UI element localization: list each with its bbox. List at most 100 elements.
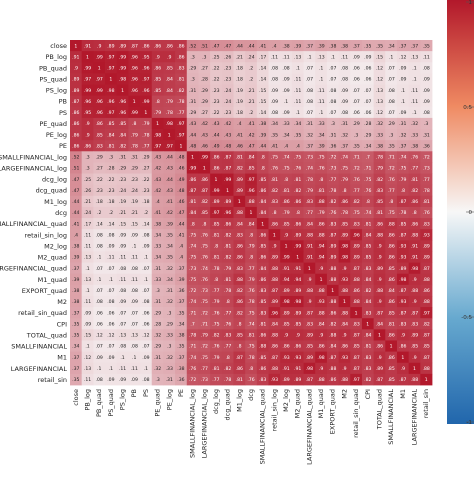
cell-value-label: .79 xyxy=(224,266,231,272)
heatmap-cell xyxy=(268,273,281,286)
cell-value-label: .86 xyxy=(271,344,278,350)
cell-value-label: .18 xyxy=(142,199,149,205)
heatmap-cell xyxy=(408,106,421,119)
heatmap-cell xyxy=(338,206,351,219)
cell-value-label: .24 xyxy=(224,88,231,94)
heatmap-cell xyxy=(326,240,339,252)
cell-value-label: .79 xyxy=(341,177,348,183)
heatmap-cell xyxy=(151,273,164,286)
heatmap-cells xyxy=(70,40,433,386)
cell-value-label: .86 xyxy=(423,288,430,294)
heatmap-cell xyxy=(350,373,363,386)
heatmap-cell xyxy=(186,162,199,174)
heatmap-cell xyxy=(105,62,118,74)
heatmap-cell xyxy=(105,95,118,108)
heatmap-cell xyxy=(396,40,410,52)
cell-value-label: .73 xyxy=(329,166,336,172)
heatmap-cell xyxy=(303,40,316,52)
cell-value-label: 1 xyxy=(331,288,334,294)
heatmap-cell xyxy=(338,173,351,186)
cell-value-label: .08 xyxy=(131,344,138,350)
cell-value-label: .78 xyxy=(329,188,336,194)
heatmap-cell xyxy=(280,307,293,319)
cell-value-label: .18 xyxy=(96,199,103,205)
cell-value-label: .78 xyxy=(399,210,406,216)
heatmap-cell xyxy=(338,273,351,286)
cell-value-label: .87 xyxy=(189,188,196,194)
cell-value-label: .24 xyxy=(131,188,138,194)
cell-value-label: .18 xyxy=(107,199,114,205)
cell-value-label: .97 xyxy=(177,121,184,127)
cell-value-label: .9 xyxy=(377,244,381,250)
cell-value-label: .9 xyxy=(155,54,159,60)
heatmap-cell xyxy=(198,84,211,97)
cell-value-label: .87 xyxy=(376,310,383,316)
heatmap-cell xyxy=(245,184,258,197)
cell-value-label: .42 xyxy=(224,121,231,127)
cell-value-label: .89 xyxy=(236,177,243,183)
heatmap-cell xyxy=(315,140,328,152)
cell-value-label: .8 xyxy=(237,321,241,327)
heatmap-cell xyxy=(128,173,141,186)
cell-value-label: .35 xyxy=(72,333,79,339)
cell-value-label: .94 xyxy=(282,277,289,283)
heatmap-cell xyxy=(315,129,328,141)
heatmap-cell xyxy=(326,106,339,119)
cell-value-label: .84 xyxy=(166,88,173,94)
heatmap-cell xyxy=(210,184,223,197)
heatmap-cell xyxy=(93,362,106,375)
cell-value-label: .38 xyxy=(177,366,184,372)
heatmap-cell xyxy=(128,295,141,308)
cell-value-label: .08 xyxy=(341,110,348,116)
cell-value-label: .08 xyxy=(142,377,149,383)
cell-value-label: .82 xyxy=(271,188,278,194)
column-tick-label: M2_quad xyxy=(294,389,302,418)
heatmap-cell xyxy=(280,318,293,330)
heatmap-cell xyxy=(315,73,328,85)
cell-value-label: 1 xyxy=(413,366,416,372)
cell-value-label: .09 xyxy=(84,321,91,327)
heatmap-cell xyxy=(396,229,410,241)
cell-value-label: .07 xyxy=(364,88,371,94)
heatmap-cell xyxy=(70,262,83,275)
column-tick-label: M1_log xyxy=(235,389,243,412)
heatmap-cell xyxy=(81,40,94,52)
heatmap-cell xyxy=(198,373,211,386)
cell-value-label: .83 xyxy=(236,266,243,272)
heatmap-cell xyxy=(93,173,106,186)
heatmap-cell xyxy=(210,151,223,163)
cell-value-label: .11 xyxy=(131,277,138,283)
heatmap-cell xyxy=(163,351,176,364)
cell-value-label: .86 xyxy=(236,244,243,250)
cell-value-label: .71 xyxy=(189,344,196,350)
heatmap-cell xyxy=(256,218,269,230)
cell-value-label: .91 xyxy=(84,43,91,49)
cell-value-label: .11 xyxy=(271,54,278,60)
heatmap-cell xyxy=(280,95,293,108)
heatmap-cell xyxy=(256,151,269,163)
cell-value-label: .81 xyxy=(387,321,394,327)
cell-value-label: .88 xyxy=(376,288,383,294)
cell-value-label: .74 xyxy=(189,355,196,361)
heatmap-cell xyxy=(163,62,176,74)
heatmap-cell xyxy=(268,262,281,275)
heatmap-cell xyxy=(151,240,164,252)
heatmap-cell xyxy=(81,195,94,208)
heatmap-cell xyxy=(140,373,153,386)
cell-value-label: .84 xyxy=(119,132,126,138)
heatmap-cell xyxy=(245,62,258,74)
cell-value-label: 1 xyxy=(273,232,276,238)
heatmap-cell xyxy=(221,229,234,241)
heatmap-cell xyxy=(350,84,363,97)
heatmap-cell xyxy=(420,140,433,152)
heatmap-cell xyxy=(396,295,410,308)
cell-value-label: .98 xyxy=(119,77,126,83)
heatmap-cell xyxy=(361,218,375,230)
heatmap-cell xyxy=(175,73,188,85)
heatmap-cell xyxy=(221,307,234,319)
cell-value-label: .76 xyxy=(224,321,231,327)
heatmap-cell xyxy=(303,218,316,230)
heatmap-cell xyxy=(163,251,176,263)
row-tick-label: PE_log xyxy=(46,131,67,139)
cell-value-label: .12 xyxy=(142,333,149,339)
